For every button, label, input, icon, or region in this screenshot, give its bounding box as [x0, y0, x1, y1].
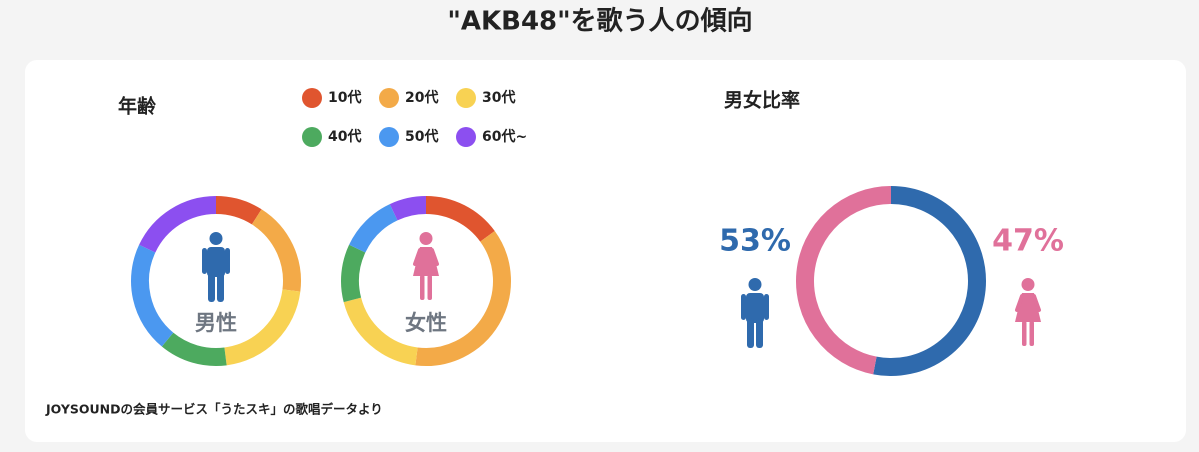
person-icon: [764, 294, 769, 320]
value-label: 53%: [719, 224, 791, 259]
donut-segment: [251, 209, 301, 292]
page-title: "AKB48"を歌う人の傾向: [447, 6, 752, 37]
series-label: 男性: [195, 311, 237, 335]
person-icon: [1021, 278, 1035, 291]
person-icon: [217, 272, 224, 302]
donut-segment: [224, 289, 301, 366]
person-icon: [209, 232, 223, 245]
donut-segment: [389, 196, 427, 221]
value-label: 47%: [992, 224, 1064, 259]
donut-segment: [415, 231, 511, 366]
donut-segment: [873, 186, 986, 376]
person-icon: [208, 272, 215, 302]
donut-segment: [215, 196, 262, 225]
legend-swatch: [456, 127, 476, 147]
person-icon: [756, 318, 763, 348]
legend-label: 50代: [405, 128, 438, 145]
legend-swatch: [456, 88, 476, 108]
donut-segment: [161, 332, 227, 366]
person-icon: [748, 278, 762, 291]
donut-segment: [139, 196, 217, 253]
legend-swatch: [379, 127, 399, 147]
person-icon: [420, 275, 425, 300]
legend-label: 40代: [328, 128, 361, 145]
donut-segment: [796, 186, 892, 375]
person-icon: [741, 294, 746, 320]
person-icon: [427, 275, 432, 300]
person-icon: [225, 248, 230, 274]
donut-segment: [343, 297, 418, 366]
legend-label: 10代: [328, 89, 361, 106]
card: [25, 60, 1186, 442]
donut-segment: [349, 204, 398, 253]
legend-label: 20代: [405, 89, 438, 106]
donut-segment: [425, 196, 495, 242]
footnote: JOYSOUNDの会員サービス「うたスキ」の歌唱データより: [45, 402, 383, 417]
person-icon: [1029, 321, 1034, 346]
donut-segment: [131, 244, 174, 347]
person-icon: [1015, 294, 1041, 312]
legend-label: 60代~: [482, 128, 527, 145]
series-label: 女性: [405, 311, 447, 335]
person-icon: [419, 232, 433, 245]
person-icon: [747, 318, 754, 348]
chart-title: 男女比率: [724, 89, 800, 112]
person-icon: [413, 248, 439, 266]
person-icon: [1022, 321, 1027, 346]
person-icon: [746, 293, 764, 323]
legend-swatch: [379, 88, 399, 108]
legend-label: 30代: [482, 89, 515, 106]
person-icon: [207, 247, 225, 277]
chart-title: 年齢: [118, 95, 157, 118]
legend-swatch: [302, 127, 322, 147]
donut-segment: [341, 244, 366, 303]
person-icon: [202, 248, 207, 274]
legend-swatch: [302, 88, 322, 108]
